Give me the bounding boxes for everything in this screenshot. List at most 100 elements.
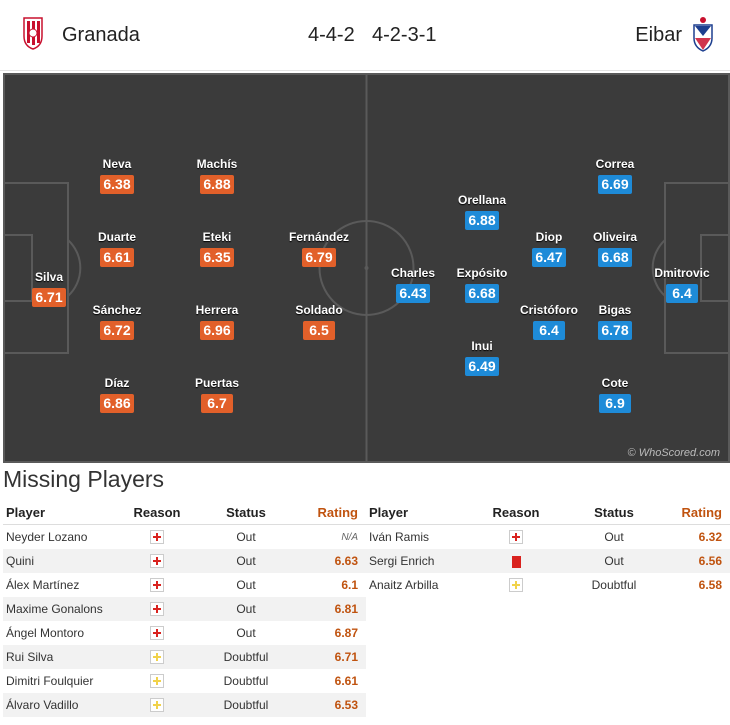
home-player[interactable]: Fernández 6.79 <box>284 230 354 267</box>
match-header: Granada 4-4-2 4-2-3-1 Eibar <box>0 0 730 71</box>
missing-player-name[interactable]: Ángel Montoro <box>6 626 85 640</box>
player-name: Orellana <box>457 193 507 207</box>
player-name: Charles <box>390 266 436 280</box>
player-rating: 6.88 <box>200 175 234 194</box>
missing-player-name[interactable]: Dimitri Foulquier <box>6 674 94 688</box>
home-team-name[interactable]: Granada <box>62 24 140 46</box>
table-row: Ángel Montoro Out 6.87 <box>3 621 366 645</box>
away-player[interactable]: Orellana 6.88 <box>447 193 517 230</box>
player-rating: 6.61 <box>100 248 134 267</box>
home-player[interactable]: Puertas 6.7 <box>182 376 252 413</box>
home-formation: 4-4-2 <box>308 24 355 46</box>
missing-player-name[interactable]: Maxime Gonalons <box>3 597 123 621</box>
injury-icon[interactable] <box>150 578 164 593</box>
doubtful-icon[interactable] <box>150 674 164 689</box>
missing-player-name[interactable]: Álvaro Vadillo <box>3 693 123 717</box>
missing-player-name[interactable]: Quini <box>3 549 123 573</box>
doubtful-icon[interactable] <box>150 650 164 665</box>
status-cell: Out <box>554 549 674 573</box>
missing-player-name[interactable]: Iván Ramis <box>369 530 430 544</box>
missing-player-name[interactable]: Anaitz Arbilla <box>369 578 439 592</box>
home-player[interactable]: Soldado 6.5 <box>284 303 354 340</box>
home-player[interactable]: Machís 6.88 <box>182 157 252 194</box>
away-player[interactable]: Oliveira 6.68 <box>580 230 650 267</box>
status-cell: Out <box>604 530 624 544</box>
home-player[interactable]: Silva 6.71 <box>14 270 84 307</box>
table-row: Iván Ramis Out 6.32 <box>366 525 730 550</box>
home-player[interactable]: Herrera 6.96 <box>182 303 252 340</box>
status-cell: Doubtful <box>191 645 301 669</box>
away-player[interactable]: Bigas 6.78 <box>580 303 650 340</box>
away-team-name[interactable]: Eibar <box>635 24 682 46</box>
player-name: Diop <box>535 230 563 244</box>
reason-column-header[interactable]: Reason <box>478 500 554 525</box>
away-player[interactable]: Diop 6.47 <box>514 230 584 267</box>
away-player[interactable]: Inui 6.49 <box>447 339 517 376</box>
rating-cell: 6.1 <box>341 578 358 592</box>
away-player[interactable]: Cote 6.9 <box>580 376 650 413</box>
reason-cell <box>123 645 191 669</box>
missing-players-title: Missing Players <box>3 466 165 492</box>
player-rating: 6.72 <box>100 321 134 340</box>
home-player[interactable]: Eteki 6.35 <box>182 230 252 267</box>
table-row: Álex Martínez Out 6.1 <box>3 573 366 597</box>
status-cell: Out <box>236 530 256 544</box>
doubtful-icon[interactable] <box>150 698 164 713</box>
player-rating: 6.7 <box>201 394 233 413</box>
missing-player-name[interactable]: Neyder Lozano <box>6 530 88 544</box>
injury-icon[interactable] <box>150 626 164 641</box>
home-missing-body: Neyder Lozano Out N/A Quini Out 6.63 Álex Mart… <box>3 525 366 717</box>
rating-cell: 6.58 <box>698 578 722 592</box>
injury-icon[interactable] <box>509 530 523 545</box>
away-player[interactable]: Charles 6.43 <box>378 266 448 303</box>
rating-cell: N/A <box>341 531 358 543</box>
rating-column-header[interactable]: Rating <box>674 500 730 525</box>
injury-icon[interactable] <box>150 602 164 617</box>
player-name: Correa <box>595 157 635 171</box>
reason-cell <box>123 549 191 573</box>
granada-crest-icon[interactable] <box>22 16 44 50</box>
table-row: Neyder Lozano Out N/A <box>3 525 366 550</box>
status-column-header[interactable]: Status <box>554 500 674 525</box>
missing-player-name[interactable]: Rui Silva <box>3 645 123 669</box>
status-column-header[interactable]: Status <box>191 500 301 525</box>
reason-column-header[interactable]: Reason <box>123 500 191 525</box>
player-rating: 6.9 <box>599 394 631 413</box>
table-row: Maxime Gonalons Out 6.81 <box>3 597 366 621</box>
status-cell: Out <box>191 549 301 573</box>
pitch: Silva 6.71 Neva 6.38 Duarte 6.61 Sánchez 6.72 Dí… <box>3 73 730 463</box>
player-column-header[interactable]: Player <box>3 500 123 525</box>
home-player[interactable]: Neva 6.38 <box>82 157 152 194</box>
player-name: Herrera <box>195 303 239 317</box>
reason-cell <box>478 525 554 550</box>
rating-cell: 6.81 <box>301 597 366 621</box>
player-rating: 6.35 <box>200 248 234 267</box>
player-rating: 6.78 <box>598 321 632 340</box>
home-player[interactable]: Duarte 6.61 <box>82 230 152 267</box>
away-player[interactable]: Correa 6.69 <box>580 157 650 194</box>
eibar-crest-icon[interactable] <box>692 16 714 52</box>
rating-cell: 6.87 <box>334 626 358 640</box>
reason-cell <box>123 597 191 621</box>
doubtful-icon[interactable] <box>509 578 523 593</box>
away-player[interactable]: Expósito 6.68 <box>447 266 517 303</box>
red-card-icon[interactable] <box>511 555 521 568</box>
away-player[interactable]: Dmitrovic 6.4 <box>647 266 717 303</box>
rating-cell: 6.71 <box>301 645 366 669</box>
table-row: Dimitri Foulquier Doubtful 6.61 <box>3 669 366 693</box>
status-cell: Out <box>236 578 256 592</box>
injury-icon[interactable] <box>150 530 164 545</box>
player-rating: 6.43 <box>396 284 430 303</box>
rating-column-header[interactable]: Rating <box>301 500 366 525</box>
home-player[interactable]: Díaz 6.86 <box>82 376 152 413</box>
missing-player-name[interactable]: Álex Martínez <box>6 578 80 592</box>
home-player[interactable]: Sánchez 6.72 <box>82 303 152 340</box>
table-row: Rui Silva Doubtful 6.71 <box>3 645 366 669</box>
missing-player-name[interactable]: Sergi Enrich <box>366 549 478 573</box>
rating-cell: 6.61 <box>334 674 358 688</box>
away-player[interactable]: Cristóforo 6.4 <box>514 303 584 340</box>
player-column-header[interactable]: Player <box>366 500 478 525</box>
injury-icon[interactable] <box>150 554 164 569</box>
player-rating: 6.38 <box>100 175 134 194</box>
player-name: Machís <box>196 157 238 171</box>
